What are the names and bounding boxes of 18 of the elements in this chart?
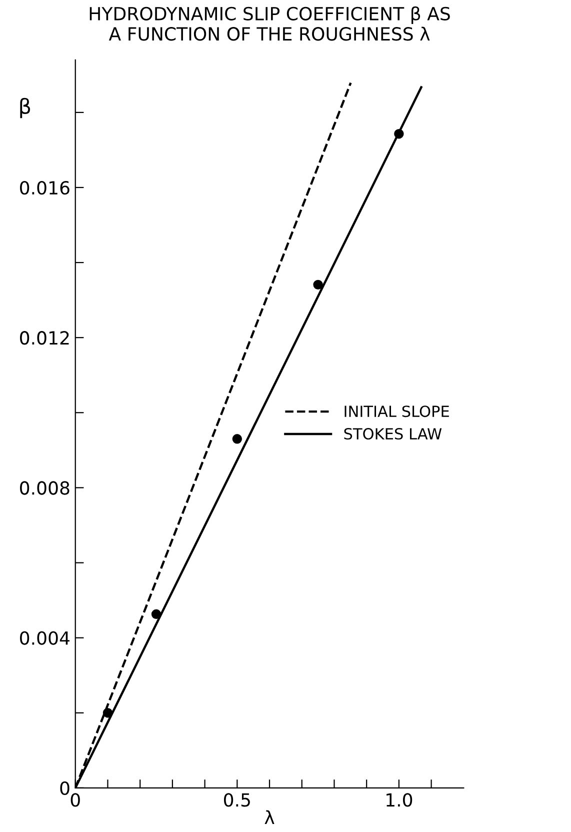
y-tick-label: 0 xyxy=(60,781,70,796)
point xyxy=(313,280,323,290)
y-tick-label: 0.012 xyxy=(20,331,69,345)
point xyxy=(394,128,404,139)
point xyxy=(151,609,162,620)
x-axis-title: λ xyxy=(264,810,274,824)
legend-label: STOKES LAW xyxy=(344,428,442,440)
x-tick-label: 1.0 xyxy=(386,793,412,807)
y-axis-title: β xyxy=(20,98,30,118)
x-tick-label: 0.5 xyxy=(224,793,250,807)
chart-title: HYDRODYNAMIC SLIP COEFFICIENT β AS A FUNCTION OF THE ROUGHNESS λ xyxy=(90,6,450,41)
y-tick-label: 0.016 xyxy=(20,180,70,195)
y-tick-label: 0.004 xyxy=(20,631,70,645)
legend-label: INITIAL SLOPE xyxy=(344,406,449,418)
x-tick-label: 0 xyxy=(70,793,80,807)
point xyxy=(102,708,113,718)
y-tick-label: 0.008 xyxy=(20,481,70,495)
point xyxy=(232,434,242,444)
